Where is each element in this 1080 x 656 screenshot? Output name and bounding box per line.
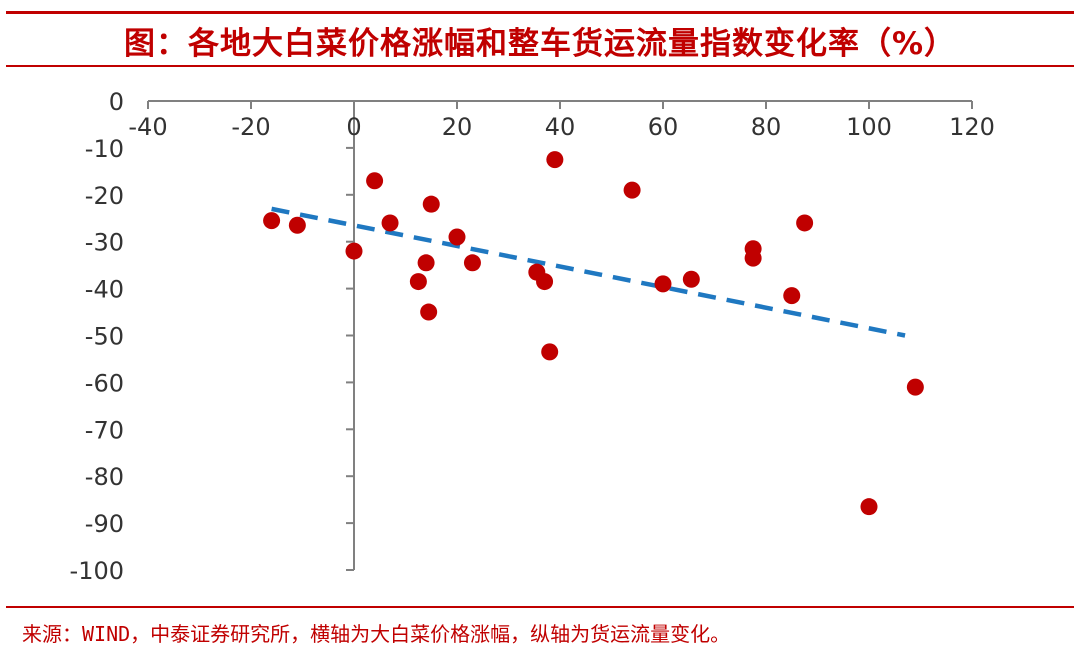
- y-tick-label: -80: [85, 463, 124, 491]
- x-tick-label: 0: [346, 113, 361, 141]
- x-tick-label: 100: [846, 113, 892, 141]
- y-tick-label: -50: [85, 323, 124, 351]
- data-point: [422, 195, 440, 213]
- data-point: [263, 212, 281, 230]
- data-point: [796, 214, 814, 232]
- data-point: [366, 172, 384, 190]
- data-points: [263, 151, 924, 516]
- data-point: [744, 249, 762, 267]
- data-point: [654, 275, 672, 293]
- data-point: [409, 273, 427, 291]
- y-tick-label: -10: [85, 135, 124, 163]
- trendline-group: [271, 206, 906, 338]
- x-tick-label: 120: [949, 113, 995, 141]
- y-tick-label: -100: [70, 557, 124, 585]
- data-point: [860, 498, 878, 516]
- x-tick-label: 40: [545, 113, 576, 141]
- source-top-rule: [6, 606, 1074, 608]
- data-point: [623, 181, 641, 199]
- scatter-chart: -40 -20 0 20 40 60 80 100 120 0 -10 -20 -30 -40 -50 -60…: [70, 88, 995, 585]
- data-point: [906, 378, 924, 396]
- data-point: [541, 343, 559, 361]
- data-point: [345, 242, 363, 260]
- y-tick-label: -90: [85, 510, 124, 538]
- title-top-rule: [6, 11, 1074, 14]
- y-tick-label: -30: [85, 229, 124, 257]
- x-tick-label: 80: [751, 113, 782, 141]
- x-tick-label: -20: [231, 113, 270, 141]
- data-point: [381, 214, 399, 232]
- chart-title: 图：各地大白菜价格涨幅和整车货运流量指数变化率（%）: [123, 26, 957, 62]
- data-point: [463, 254, 481, 272]
- y-tick-label: -20: [85, 182, 124, 210]
- data-point: [546, 151, 564, 169]
- chart-tick-labels: -40 -20 0 20 40 60 80 100 120 0 -10 -20 -30 -40 -50 -60…: [70, 88, 995, 585]
- data-point: [783, 287, 801, 305]
- y-tick-label: 0: [109, 88, 124, 116]
- y-tick-label: -70: [85, 416, 124, 444]
- x-tick-label: -40: [128, 113, 167, 141]
- data-point: [417, 254, 435, 272]
- data-point: [448, 228, 466, 246]
- data-point: [420, 303, 438, 321]
- y-tick-label: -60: [85, 369, 124, 397]
- data-point: [536, 273, 554, 291]
- trendline: [271, 206, 906, 338]
- title-bottom-rule: [6, 65, 1074, 67]
- data-point: [682, 270, 700, 288]
- y-tick-label: -40: [85, 276, 124, 304]
- x-tick-label: 60: [648, 113, 679, 141]
- chart-axes: [147, 100, 973, 571]
- x-tick-label: 20: [442, 113, 473, 141]
- source-note: 来源：WIND，中泰证券研究所，横轴为大白菜价格涨幅，纵轴为货运流量变化。: [22, 622, 731, 646]
- data-point: [288, 216, 306, 234]
